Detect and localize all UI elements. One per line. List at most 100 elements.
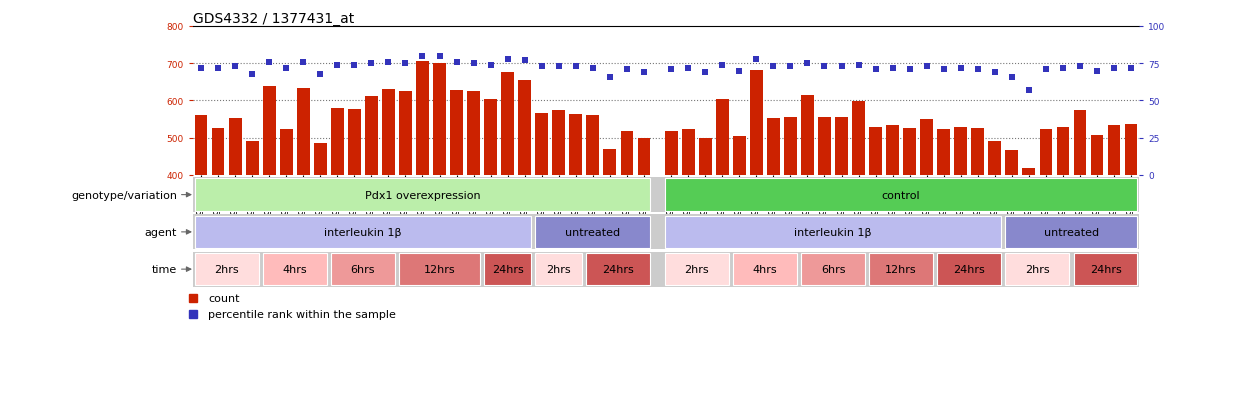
- Text: 2hrs: 2hrs: [1025, 264, 1050, 275]
- Bar: [535, 216, 650, 249]
- Bar: [749, 71, 763, 176]
- Text: 6hrs: 6hrs: [351, 264, 375, 275]
- Text: 24hrs: 24hrs: [1089, 264, 1122, 275]
- Text: interleukin 1β: interleukin 1β: [324, 227, 402, 237]
- Bar: [553, 111, 565, 176]
- Bar: [620, 132, 634, 176]
- Text: 12hrs: 12hrs: [885, 264, 918, 275]
- Text: agent: agent: [144, 227, 177, 237]
- Bar: [535, 253, 583, 286]
- Bar: [869, 253, 933, 286]
- Bar: [194, 116, 208, 176]
- Bar: [382, 90, 395, 176]
- Bar: [1040, 129, 1052, 176]
- Text: Pdx1 overexpression: Pdx1 overexpression: [365, 190, 481, 200]
- Bar: [801, 253, 865, 286]
- Text: 4hrs: 4hrs: [752, 264, 777, 275]
- Bar: [971, 129, 984, 176]
- Bar: [733, 253, 797, 286]
- Bar: [502, 73, 514, 176]
- Text: 2hrs: 2hrs: [547, 264, 571, 275]
- Bar: [1124, 125, 1138, 176]
- Text: untreated: untreated: [565, 227, 620, 237]
- Bar: [535, 114, 548, 176]
- Bar: [801, 96, 814, 176]
- Bar: [989, 142, 1001, 176]
- Bar: [665, 253, 728, 286]
- Text: 24hrs: 24hrs: [954, 264, 985, 275]
- Bar: [637, 138, 650, 176]
- Bar: [263, 87, 275, 176]
- Bar: [1006, 150, 1018, 176]
- Text: 24hrs: 24hrs: [492, 264, 524, 275]
- Bar: [698, 138, 712, 176]
- Bar: [400, 92, 412, 176]
- Bar: [451, 90, 463, 176]
- Bar: [467, 92, 481, 176]
- Bar: [869, 128, 881, 176]
- Text: control: control: [881, 190, 920, 200]
- Bar: [296, 88, 310, 176]
- Bar: [245, 142, 259, 176]
- Bar: [349, 109, 361, 176]
- Text: count: count: [208, 293, 239, 304]
- Bar: [835, 118, 848, 176]
- Bar: [665, 216, 1001, 249]
- Bar: [400, 253, 481, 286]
- Text: percentile rank within the sample: percentile rank within the sample: [208, 309, 396, 319]
- Bar: [682, 130, 695, 176]
- Bar: [604, 150, 616, 176]
- Bar: [331, 109, 344, 176]
- Bar: [263, 253, 326, 286]
- Text: genotype/variation: genotype/variation: [71, 190, 177, 200]
- Bar: [955, 127, 967, 176]
- Bar: [1006, 216, 1138, 249]
- Text: GDS4332 / 1377431_at: GDS4332 / 1377431_at: [193, 12, 355, 26]
- Bar: [1073, 111, 1087, 176]
- Bar: [920, 120, 933, 176]
- Bar: [784, 118, 797, 176]
- Bar: [1073, 253, 1138, 286]
- Text: 24hrs: 24hrs: [603, 264, 634, 275]
- Text: 12hrs: 12hrs: [423, 264, 456, 275]
- Bar: [484, 253, 532, 286]
- Bar: [1006, 253, 1069, 286]
- Bar: [586, 253, 650, 286]
- Bar: [229, 119, 242, 176]
- Bar: [818, 118, 830, 176]
- Bar: [852, 102, 865, 176]
- Bar: [665, 131, 677, 176]
- Text: 2hrs: 2hrs: [685, 264, 710, 275]
- Bar: [194, 179, 650, 211]
- Bar: [586, 115, 599, 176]
- Bar: [212, 128, 224, 176]
- Bar: [194, 216, 532, 249]
- Bar: [569, 115, 583, 176]
- Bar: [518, 81, 532, 176]
- Bar: [314, 143, 326, 176]
- Bar: [733, 136, 746, 176]
- Text: 6hrs: 6hrs: [820, 264, 845, 275]
- Bar: [365, 96, 377, 176]
- Text: untreated: untreated: [1043, 227, 1099, 237]
- Bar: [1091, 136, 1103, 176]
- Bar: [937, 129, 950, 176]
- Bar: [484, 100, 497, 176]
- Bar: [1108, 126, 1120, 176]
- Bar: [1022, 169, 1036, 176]
- Bar: [331, 253, 395, 286]
- Bar: [1057, 128, 1069, 176]
- Bar: [904, 129, 916, 176]
- Text: 4hrs: 4hrs: [283, 264, 308, 275]
- Bar: [194, 253, 259, 286]
- Bar: [937, 253, 1001, 286]
- Bar: [665, 179, 1138, 211]
- Bar: [433, 64, 446, 176]
- Text: time: time: [152, 264, 177, 275]
- Bar: [716, 99, 728, 176]
- Bar: [416, 62, 428, 176]
- Bar: [280, 130, 293, 176]
- Text: 2hrs: 2hrs: [214, 264, 239, 275]
- Text: interleukin 1β: interleukin 1β: [794, 227, 872, 237]
- Bar: [767, 119, 779, 176]
